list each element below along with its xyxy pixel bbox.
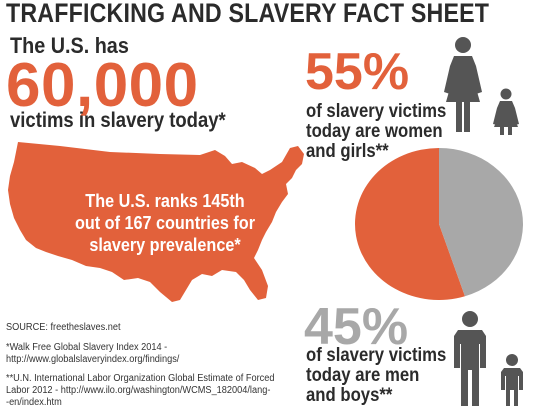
victims-count: 60,000 — [6, 51, 199, 120]
rank-line-1: The U.S. ranks 145th — [85, 191, 245, 211]
men-percent: 45% — [304, 298, 409, 356]
boy-figure — [501, 354, 523, 406]
gender-pie-chart — [344, 148, 534, 300]
pie-slice-women — [355, 148, 465, 300]
girl-figure — [493, 88, 519, 135]
footnote-2-line-3: -en/index.htm — [6, 397, 62, 408]
rank-line-2: out of 167 countries for — [74, 213, 256, 233]
footnote-2-line-1: **U.N. International Labor Organization … — [6, 373, 275, 384]
victims-suffix-text: victims in slavery today* — [10, 109, 226, 132]
women-desc-line-1: of slavery victims — [306, 101, 447, 122]
men-desc-line-3: and boys** — [306, 385, 393, 406]
us-map-shape — [8, 142, 304, 302]
women-desc-line-2: today are women — [306, 121, 443, 142]
rank-line-3: slavery prevalence* — [89, 235, 241, 255]
footnote-1-line-1: *Walk Free Global Slavery Index 2014 - — [6, 342, 168, 353]
us-map-icon — [0, 140, 320, 315]
source-text: SOURCE: freetheslaves.net — [6, 322, 121, 333]
rank-text: The U.S. ranks 145th out of 167 countrie… — [53, 190, 278, 256]
us-intro-text: The U.S. has — [10, 33, 129, 58]
woman-girl-icon — [438, 36, 538, 136]
pie-slice-men — [439, 148, 523, 297]
woman-figure — [444, 37, 482, 132]
women-desc-line-3: and girls** — [306, 141, 389, 162]
man-figure — [454, 311, 486, 406]
footnote-2-line-2: Labor 2012 - http://www.ilo.org/washingt… — [6, 385, 271, 396]
footnote-1-line-2: http://www.globalslaveryindex.org/findin… — [6, 354, 180, 365]
men-desc-line-1: of slavery victims — [306, 345, 447, 366]
men-desc-line-2: today are men — [306, 365, 420, 386]
page-title: TRAFFICKING AND SLAVERY FACT SHEET — [6, 0, 490, 28]
man-boy-icon — [446, 310, 542, 408]
women-percent: 55% — [305, 43, 410, 101]
